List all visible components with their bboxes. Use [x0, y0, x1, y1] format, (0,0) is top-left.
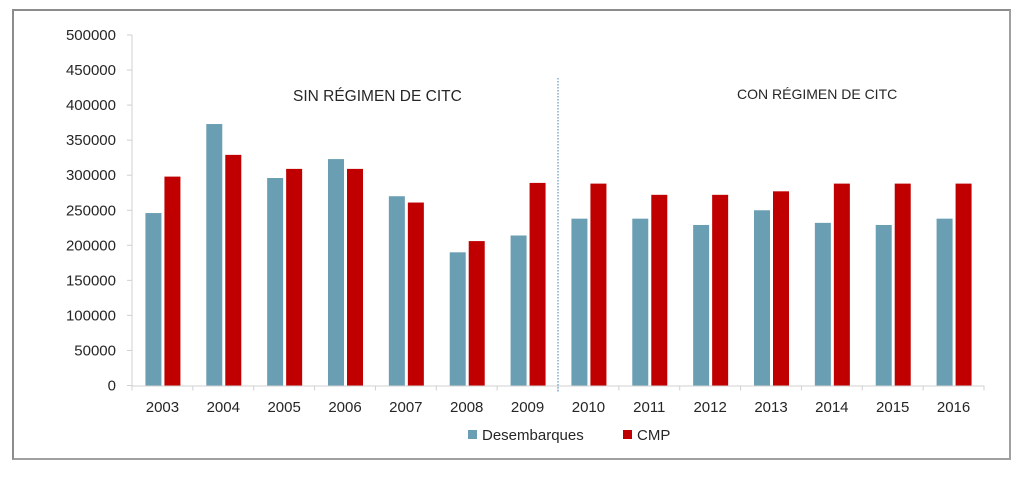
bar-desembarques-2009: [510, 235, 527, 386]
bar-cmp-2005: [286, 168, 303, 386]
legend: Desembarques CMP: [468, 427, 670, 444]
bar-desembarques-2013: [754, 210, 770, 386]
bar-cmp-2010: [590, 183, 607, 386]
y-axis: 0 50000 100000 150000 200000 250000 300000 3500…: [66, 27, 133, 395]
annotation-con-regimen: CON RÉGIMEN DE CITC: [737, 86, 897, 102]
y-tick-label: 150000: [66, 272, 116, 289]
y-tick-label: 450000: [66, 62, 116, 79]
x-tick-label: 2008: [450, 399, 483, 416]
y-tick-label: 0: [108, 378, 116, 395]
x-tick-label: 2005: [267, 399, 300, 416]
x-tick-label: 2012: [693, 399, 726, 416]
y-tick-label: 200000: [66, 237, 116, 254]
annotation-sin-regimen: SIN RÉGIMEN DE CITC: [293, 88, 462, 105]
bar-cmp-2011: [651, 194, 668, 386]
x-axis: 2003 2004 2005 2006 2007 2008 2009 2010 2011 2012…: [131, 385, 985, 416]
x-tick-label: 2010: [572, 399, 605, 416]
y-tick-label: 500000: [66, 27, 116, 44]
x-tick-label: 2016: [937, 399, 970, 416]
bar-cmp-2013: [773, 191, 789, 386]
legend-swatch-cmp: [623, 430, 632, 439]
x-tick-label: 2004: [207, 399, 240, 416]
bar-desembarques-2010: [571, 218, 588, 386]
bar-desembarques-2012: [693, 224, 710, 386]
bar-cmp-2008: [468, 241, 485, 386]
bar-cmp-2015: [894, 183, 911, 386]
bar-cmp-2012: [712, 194, 729, 386]
bar-cmp-2003: [164, 176, 181, 386]
x-tick-label: 2014: [815, 399, 848, 416]
bar-desembarques-2006: [328, 159, 344, 386]
bar-desembarques-2008: [449, 252, 466, 386]
bar-desembarques-2014: [814, 222, 831, 386]
y-tick-label: 100000: [66, 307, 116, 324]
x-tick-label: 2006: [328, 399, 361, 416]
y-tick-label: 250000: [66, 202, 116, 219]
y-tick-label: 350000: [66, 132, 116, 149]
bar-desembarques-2005: [267, 178, 284, 386]
bar-desembarques-2007: [388, 196, 405, 386]
legend-label-desembarques: Desembarques: [482, 427, 584, 444]
bar-desembarques-2015: [875, 224, 892, 386]
legend-label-cmp: CMP: [637, 427, 670, 444]
legend-swatch-desembarques: [468, 430, 477, 439]
bar-desembarques-2004: [206, 124, 223, 386]
x-tick-label: 2015: [876, 399, 909, 416]
x-tick-label: 2009: [511, 399, 544, 416]
bar-desembarques-2003: [145, 213, 162, 386]
x-tick-label: 2013: [754, 399, 787, 416]
y-tick-label: 50000: [74, 342, 116, 359]
y-tick-label: 300000: [66, 167, 116, 184]
bar-cmp-2014: [833, 183, 850, 386]
bar-cmp-2007: [407, 202, 424, 386]
bar-cmp-2006: [347, 168, 363, 386]
bar-cmp-2009: [529, 182, 546, 386]
bar-cmp-2004: [225, 154, 242, 386]
bar-desembarques-2016: [936, 218, 953, 386]
x-tick-label: 2007: [389, 399, 422, 416]
bar-cmp-2016: [955, 183, 972, 386]
x-tick-label: 2011: [633, 399, 665, 416]
y-tick-label: 400000: [66, 97, 116, 114]
bar-desembarques-2011: [632, 218, 649, 386]
x-tick-label: 2003: [146, 399, 179, 416]
bars: [145, 124, 972, 386]
